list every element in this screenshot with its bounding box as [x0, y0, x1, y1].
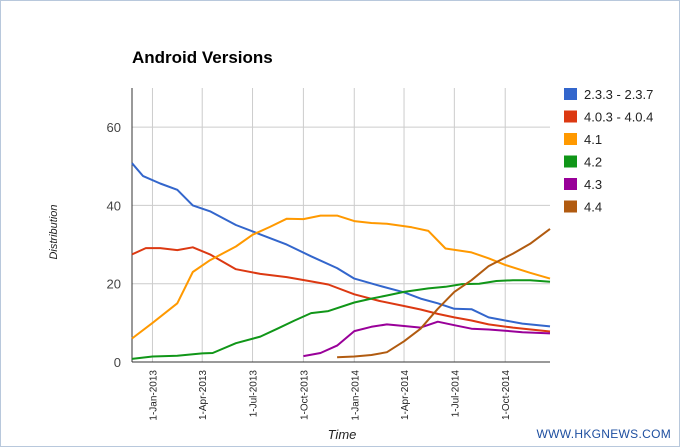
y-tick-label: 60	[107, 120, 121, 135]
series-line-1	[131, 246, 551, 333]
legend-swatch	[564, 88, 577, 100]
watermark-text: WWW.HKGNEWS.COM	[536, 427, 671, 441]
x-tick-label: 1-Jan-2013	[148, 370, 159, 421]
legend-label: 4.1	[584, 132, 602, 147]
legend: 2.3.3 - 2.3.7 4.0.3 - 4.0.4 4.1 4.2 4.3 4.4	[564, 87, 653, 215]
y-tick-label: 20	[107, 277, 121, 292]
y-tick-label: 40	[107, 198, 121, 213]
x-tick-label: 1-Jul-2014	[450, 370, 461, 418]
legend-swatch	[564, 200, 577, 213]
legend-label: 2.3.3 - 2.3.7	[584, 87, 653, 102]
axes	[131, 88, 550, 363]
chart-title: Android Versions	[132, 48, 273, 67]
x-tick-label: 1-Jan-2014	[350, 370, 361, 421]
y-tick-label: 0	[114, 355, 121, 370]
x-tick-label: 1-Oct-2013	[299, 370, 310, 420]
x-tick-labels: 1-Jan-2013 1-Apr-2013 1-Jul-2013 1-Oct-2013…	[148, 370, 512, 421]
series-line-3	[131, 279, 551, 360]
grid	[132, 88, 550, 362]
y-tick-labels: 0 20 40 60	[107, 120, 121, 370]
series-line-5	[337, 228, 551, 359]
x-axis-label: Time	[328, 427, 357, 442]
legend-swatch	[564, 178, 577, 190]
legend-swatch	[564, 110, 577, 123]
legend-label: 4.4	[584, 200, 602, 215]
legend-label: 4.0.3 - 4.0.4	[584, 110, 653, 125]
legend-label: 4.2	[584, 155, 602, 170]
series-lines	[131, 162, 551, 360]
series-line-2	[131, 214, 551, 340]
legend-label: 4.3	[584, 177, 602, 192]
legend-swatch	[564, 133, 577, 145]
x-tick-label: 1-Oct-2014	[501, 370, 512, 420]
series-line-0	[131, 162, 551, 328]
x-tick-label: 1-Apr-2014	[400, 370, 411, 420]
x-tick-label: 1-Jul-2013	[249, 370, 260, 418]
legend-swatch	[564, 155, 577, 168]
y-axis-label: Distribution	[48, 204, 60, 259]
x-tick-label: 1-Apr-2013	[198, 370, 209, 420]
